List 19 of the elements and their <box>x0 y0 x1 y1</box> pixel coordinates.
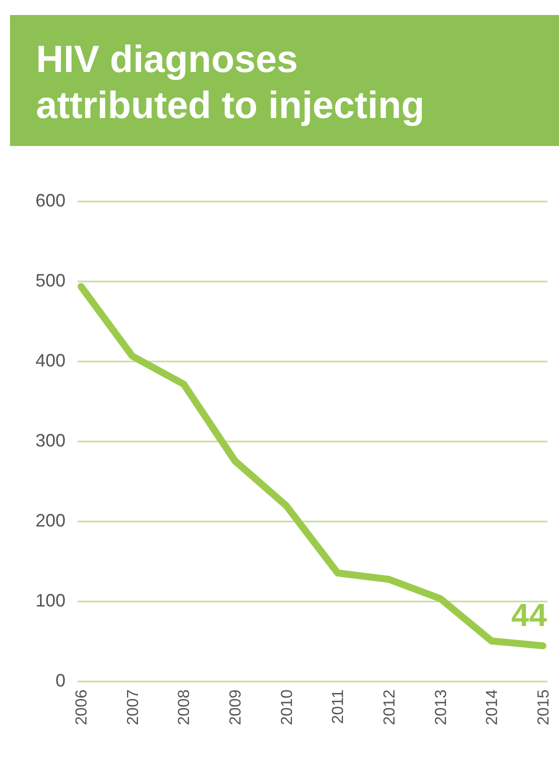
x-tick-label: 2015 <box>535 689 552 726</box>
y-tick-label: 300 <box>35 430 66 450</box>
y-tick-label: 0 <box>55 670 66 690</box>
y-tick-label: 200 <box>35 510 66 530</box>
data-label: 44 <box>511 596 548 633</box>
chart-title: HIV diagnoses attributed to injecting <box>10 15 559 146</box>
y-tick-label: 100 <box>35 590 66 610</box>
x-tick-label: 2009 <box>228 689 245 726</box>
y-tick-label: 400 <box>35 350 66 370</box>
x-tick-label: 2013 <box>432 689 450 726</box>
x-tick-label: 2014 <box>484 689 502 726</box>
y-tick-label: 500 <box>35 270 66 290</box>
x-tick-label: 2010 <box>278 689 296 726</box>
x-tick-label: 2006 <box>74 689 91 726</box>
x-tick-label: 2012 <box>381 689 398 726</box>
x-tick-label: 2011 <box>330 689 348 724</box>
x-tick-label: 2008 <box>176 689 194 726</box>
y-tick-label: 600 <box>35 190 66 210</box>
x-tick-label: 2007 <box>124 689 142 726</box>
